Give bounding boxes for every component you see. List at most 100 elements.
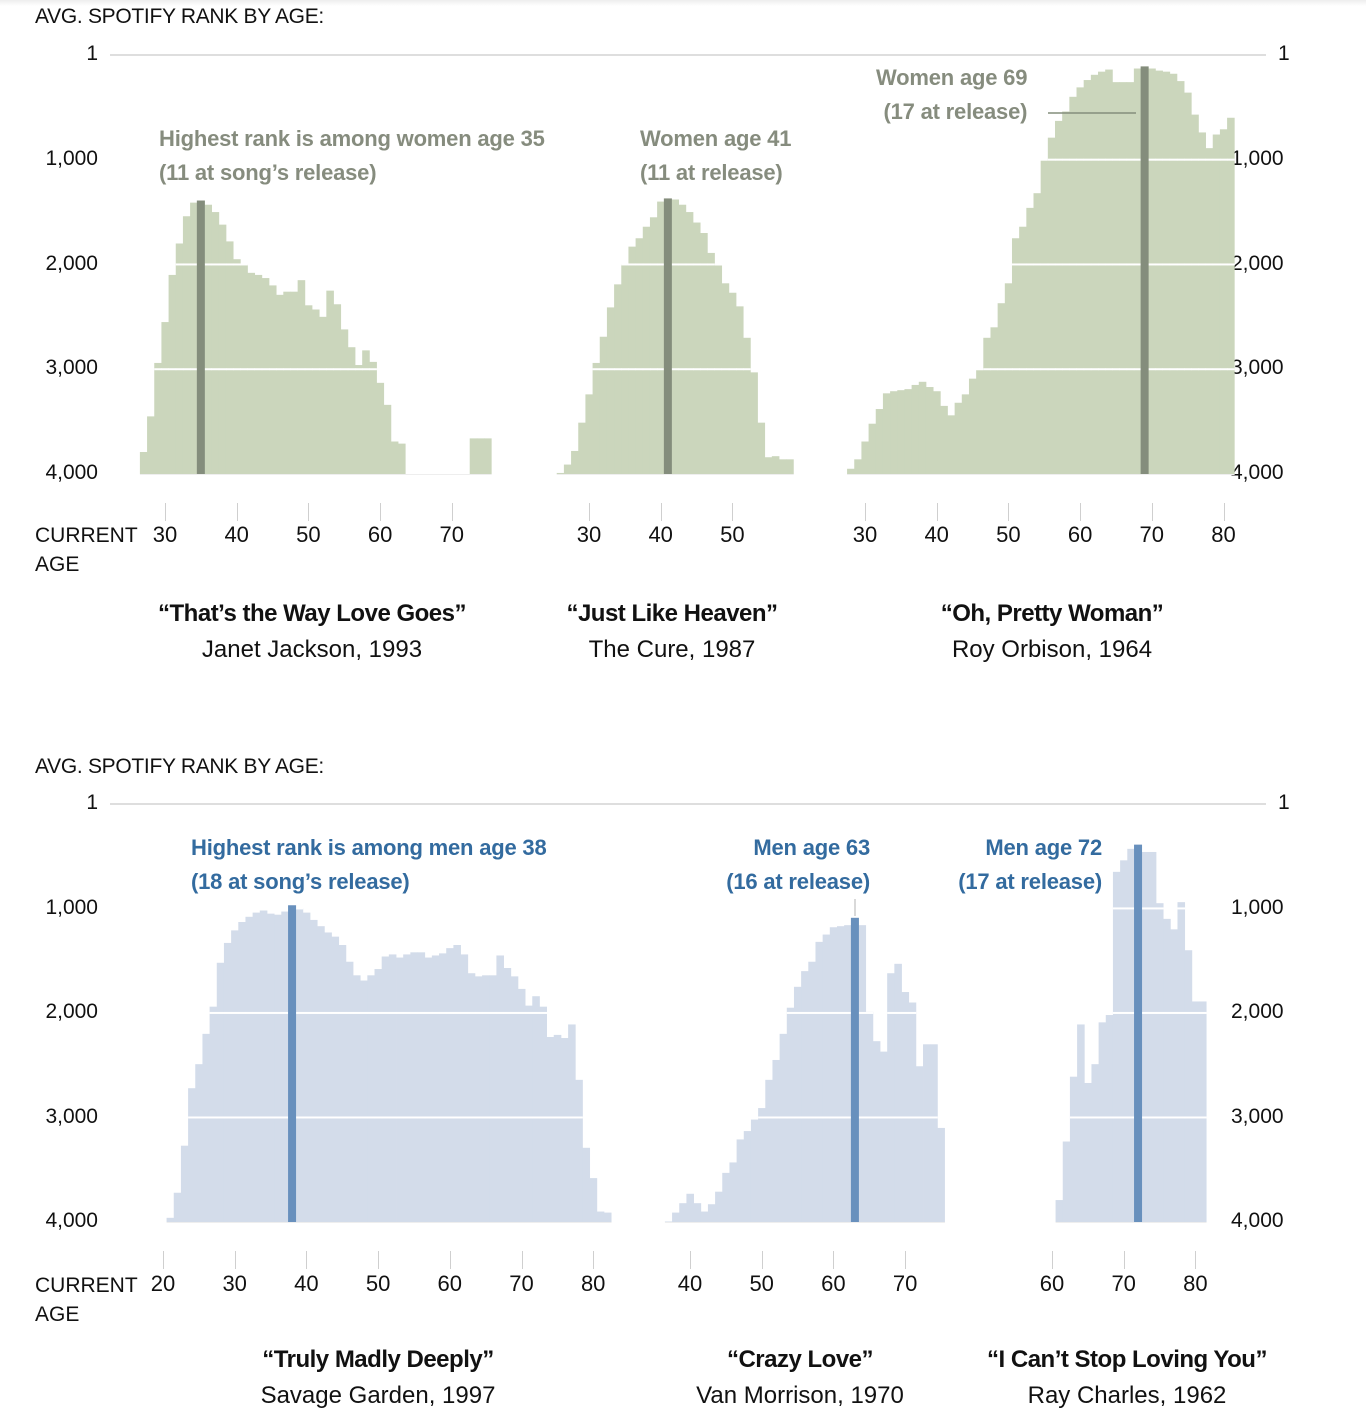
bottom-ytick-right-1000: 1,000	[1231, 896, 1284, 919]
x-tick-label: 20	[150, 1271, 176, 1296]
annotation-ray-charles: Men age 72 (17 at release)	[932, 831, 1102, 899]
x-tick-label: 60	[821, 1271, 846, 1296]
bar	[937, 1127, 945, 1222]
bar	[635, 238, 644, 474]
bar	[976, 370, 984, 474]
song-title-savage-garden: “Truly Madly Deeply”	[262, 1346, 494, 1373]
bar	[376, 382, 385, 474]
bar	[326, 290, 334, 474]
song-artist-ray-charles: Ray Charles, 1962	[1027, 1382, 1227, 1409]
annotation-line2: (11 at release)	[640, 160, 783, 185]
bar	[460, 954, 469, 1222]
bar	[1098, 1022, 1107, 1222]
top-ytick-right-4000: 4,000	[1231, 461, 1284, 484]
annotation-savage-garden: Highest rank is among men age 38 (18 at …	[191, 831, 547, 899]
bar	[560, 1038, 569, 1222]
x-tick-label: 50	[296, 522, 321, 547]
x-tick-label: 70	[439, 522, 465, 547]
bar	[918, 381, 927, 474]
bar	[1170, 929, 1178, 1222]
bar	[202, 1033, 211, 1222]
bar	[933, 391, 941, 474]
bar	[525, 1005, 533, 1222]
bar	[233, 259, 241, 474]
x-tick-label: 60	[437, 1271, 463, 1296]
bar	[190, 202, 198, 475]
bar	[175, 243, 184, 474]
bar	[1026, 207, 1034, 474]
x-tick-label: 50	[365, 1271, 391, 1296]
bar	[211, 212, 220, 474]
bar	[1155, 70, 1163, 474]
x-tick-label: 50	[720, 522, 745, 547]
bar	[758, 1108, 766, 1222]
bar	[844, 925, 852, 1222]
bar	[1112, 82, 1120, 475]
bar	[861, 441, 869, 474]
bar	[345, 961, 354, 1222]
bar	[1098, 71, 1106, 474]
bar	[297, 280, 306, 474]
bar	[510, 976, 519, 1222]
bar	[582, 1147, 591, 1222]
song-title-roy-orbison: “Oh, Pretty Woman”	[940, 600, 1164, 627]
bar	[868, 423, 877, 474]
bar	[254, 274, 263, 474]
bar	[672, 1212, 680, 1222]
bar	[188, 1088, 196, 1222]
bar	[1198, 1001, 1207, 1222]
bar	[954, 402, 963, 474]
bar	[1162, 71, 1171, 474]
bar	[606, 307, 615, 474]
song-artist-savage-garden: Savage Garden, 1997	[260, 1382, 496, 1409]
x-tick-mark	[378, 1251, 380, 1269]
bar	[571, 450, 579, 474]
x-tick-mark	[163, 1251, 164, 1269]
bar	[692, 222, 701, 474]
bar	[1227, 117, 1235, 475]
bar	[875, 409, 884, 474]
bar	[302, 912, 311, 1222]
bar	[309, 919, 318, 1222]
annotation-line1: Highest rank is among men age 38	[191, 835, 547, 860]
x-tick-label: 50	[996, 522, 1021, 547]
x-tick-label: 30	[152, 522, 178, 547]
chart-3-bars	[166, 905, 612, 1222]
bar	[715, 1191, 723, 1222]
bar	[722, 1172, 730, 1222]
x-tick-label: 80	[580, 1271, 606, 1296]
bar	[901, 992, 910, 1222]
bar	[398, 443, 406, 474]
bar	[1155, 903, 1164, 1222]
bar	[1033, 193, 1042, 474]
bar	[1198, 132, 1206, 474]
bar	[396, 957, 404, 1222]
bar	[603, 1212, 612, 1222]
bottom-ytick-left-1000: 1,000	[45, 896, 98, 919]
bottom-ytick-right-3000: 3,000	[1231, 1105, 1284, 1128]
annotation-line2: (18 at song’s release)	[191, 869, 410, 894]
bar	[693, 1203, 702, 1222]
bar	[390, 441, 399, 474]
bar	[1004, 283, 1013, 474]
bar	[362, 350, 370, 474]
bar	[410, 952, 418, 1222]
bottom-ytick-right-1: 1	[1278, 791, 1290, 814]
bar	[1105, 69, 1113, 474]
top-ytick-left-3000: 3,000	[45, 356, 98, 379]
bar	[1083, 80, 1092, 475]
top-panel-title: AVG. SPOTIFY RANK BY AGE:	[35, 5, 324, 28]
bar	[729, 1162, 738, 1222]
bar	[728, 292, 737, 474]
bar	[517, 988, 526, 1222]
bar	[324, 932, 332, 1222]
bar	[847, 468, 855, 474]
bar	[968, 378, 977, 474]
x-tick-label: 40	[924, 522, 949, 547]
bar	[786, 459, 794, 474]
bar	[736, 1139, 745, 1222]
bar	[801, 971, 809, 1222]
bar	[347, 347, 356, 474]
bar	[923, 1044, 931, 1222]
bar	[779, 1033, 788, 1222]
